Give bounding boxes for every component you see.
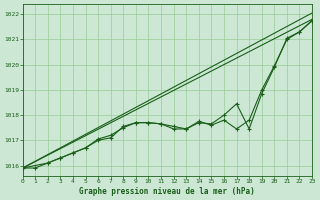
X-axis label: Graphe pression niveau de la mer (hPa): Graphe pression niveau de la mer (hPa) <box>79 187 255 196</box>
